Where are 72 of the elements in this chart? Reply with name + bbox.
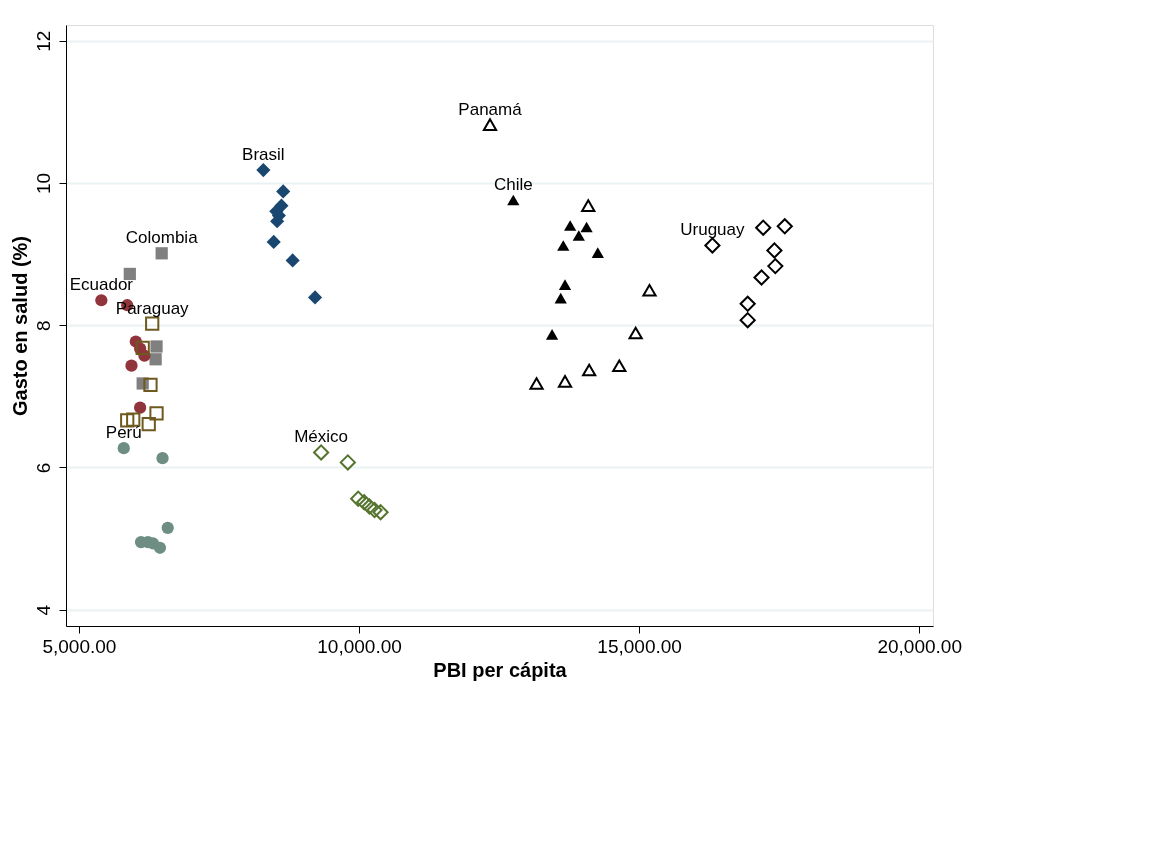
point [313, 444, 330, 461]
point [767, 258, 784, 275]
point [149, 353, 162, 366]
point [529, 377, 544, 390]
point [557, 375, 573, 388]
point [557, 240, 570, 251]
series-label: Colombia [125, 228, 199, 248]
point [591, 247, 604, 258]
point [133, 401, 147, 414]
x-axis-title: PBI per cápita [433, 658, 568, 681]
point [141, 416, 156, 432]
point [766, 242, 783, 259]
point [150, 340, 163, 353]
point [276, 184, 291, 199]
x-tick-label: 15,000.00 [597, 635, 682, 657]
point [628, 326, 643, 340]
series-label: Paraguay [115, 298, 190, 318]
series-label: Uruguay [680, 220, 746, 240]
point [156, 452, 169, 465]
y-tick-label: 12 [32, 30, 54, 52]
series-label: Brasil [242, 145, 285, 165]
x-tick-label: 20,000.00 [877, 635, 962, 657]
point [482, 118, 498, 131]
y-axis-title: Gasto en salud (%) [8, 235, 31, 417]
point [117, 442, 130, 455]
point [285, 253, 300, 268]
series-label: Ecuador [69, 275, 134, 295]
point [642, 283, 657, 297]
series-label: Chile [493, 174, 533, 194]
point [558, 279, 572, 290]
point [366, 502, 383, 519]
y-tick-label: 10 [32, 172, 54, 194]
point [339, 454, 356, 471]
point [612, 359, 627, 372]
point [580, 221, 593, 233]
point [350, 490, 367, 507]
point [256, 163, 271, 178]
point [155, 247, 168, 260]
point [581, 199, 596, 212]
y-tick-label: 6 [32, 462, 54, 474]
point [545, 329, 559, 340]
point [307, 290, 323, 305]
point [145, 316, 160, 331]
x-tick-label: 10,000.00 [317, 635, 402, 657]
point [161, 521, 174, 534]
point [266, 234, 281, 249]
y-tick-label: 4 [32, 604, 54, 616]
point [582, 363, 597, 377]
point [95, 294, 108, 307]
point [753, 269, 770, 286]
series-label: Perú [105, 423, 142, 443]
point [572, 230, 585, 241]
point [361, 498, 378, 515]
point [149, 406, 164, 421]
series-label: México [294, 427, 349, 447]
point [153, 541, 167, 554]
series-label: Panamá [458, 99, 523, 119]
x-tick-label: 5,000.00 [42, 635, 117, 657]
point [739, 312, 756, 329]
point [372, 504, 389, 521]
point [143, 377, 158, 393]
point [739, 295, 756, 312]
point [125, 359, 138, 372]
point [564, 220, 577, 231]
point [776, 218, 793, 235]
point [554, 292, 567, 304]
point [755, 219, 772, 236]
point [126, 412, 141, 427]
point [356, 494, 373, 511]
y-tick-label: 8 [32, 320, 54, 331]
point [704, 237, 721, 254]
point [507, 194, 520, 206]
